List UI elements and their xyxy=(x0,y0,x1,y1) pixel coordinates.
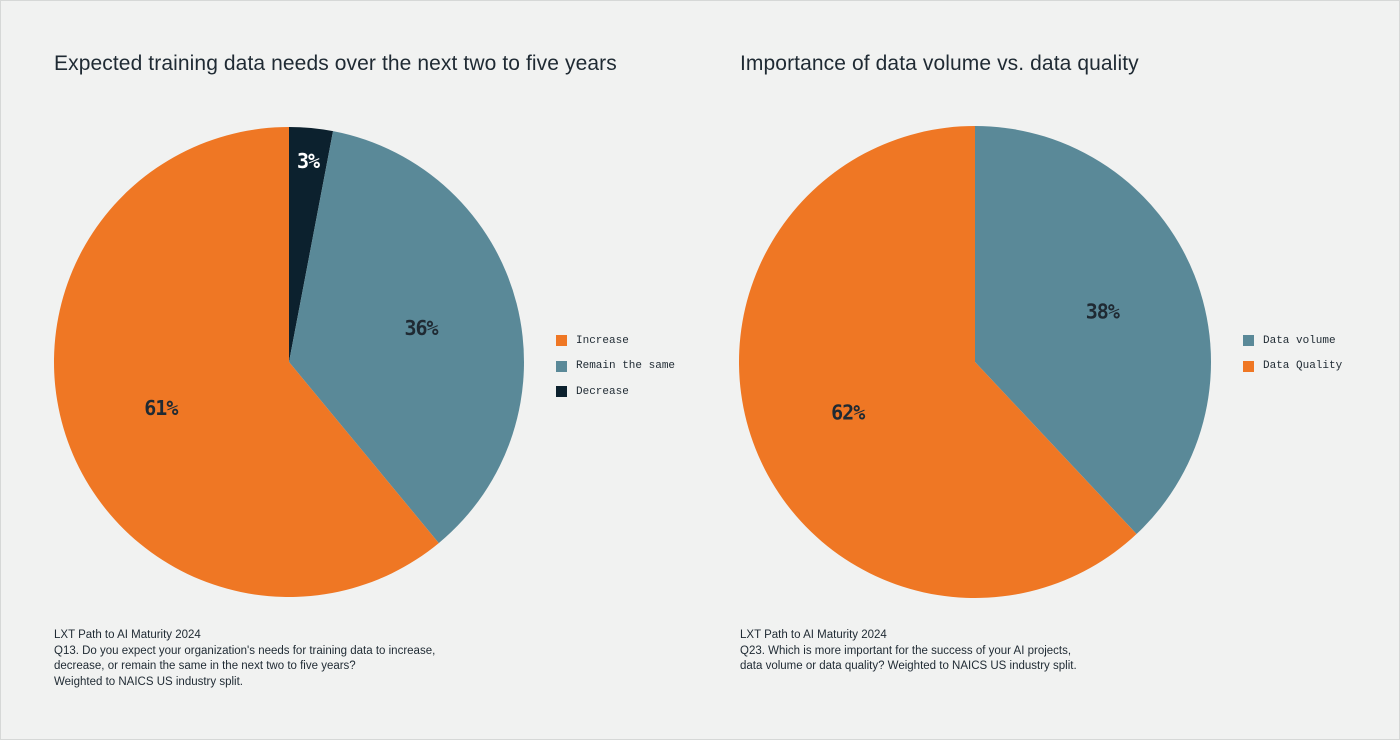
chart-title: Expected training data needs over the ne… xyxy=(54,52,617,75)
legend-label: Data Quality xyxy=(1263,360,1343,373)
slice-data-label: 36% xyxy=(404,316,438,340)
source-note: LXT Path to AI Maturity 2024 Q23. Which … xyxy=(740,628,1077,675)
chart-panel-volume-vs-quality: Importance of data volume vs. data quali… xyxy=(700,0,1400,740)
slice-data-label: 3% xyxy=(297,149,320,173)
legend-swatch xyxy=(556,360,567,372)
source-note: LXT Path to AI Maturity 2024 Q13. Do you… xyxy=(54,628,435,690)
chart-title: Importance of data volume vs. data quali… xyxy=(740,52,1139,75)
legend-label: Increase xyxy=(576,334,629,347)
pie-chart: 38% 62% xyxy=(739,126,1212,599)
source-line: Q23. Which is more important for the suc… xyxy=(740,644,1072,657)
source-line: data volume or data quality? Weighted to… xyxy=(740,660,1077,672)
legend-label: Decrease xyxy=(576,385,629,398)
legend-item-increase: Increase xyxy=(556,328,675,354)
source-line: Weighted to NAICS US industry split. xyxy=(54,675,243,688)
legend-label: Data volume xyxy=(1263,334,1336,347)
pie-slice-data-quality xyxy=(739,126,1137,599)
legend-item-remain-the-same: Remain the same xyxy=(556,354,675,380)
chart-panel-training-data-needs: Expected training data needs over the ne… xyxy=(53,52,675,690)
chart-legend: Data volume Data Quality xyxy=(1243,328,1342,379)
source-line: decrease, or remain the same in the next… xyxy=(54,660,356,672)
legend-item-data-volume: Data volume xyxy=(1243,328,1342,354)
legend-swatch xyxy=(556,386,567,398)
source-line: LXT Path to AI Maturity 2024 xyxy=(740,629,887,641)
legend-swatch xyxy=(556,335,567,347)
slice-data-label: 38% xyxy=(1086,300,1120,324)
legend-label: Remain the same xyxy=(576,360,676,373)
pie-slice-remain-the-same xyxy=(289,131,524,544)
legend-swatch xyxy=(1243,335,1254,347)
slice-data-label: 62% xyxy=(831,400,865,424)
chart-legend: Increase Remain the same Decrease xyxy=(556,328,675,405)
legend-item-data-quality: Data Quality xyxy=(1243,354,1342,380)
pie-chart: 3% 36% 61% xyxy=(53,127,524,597)
pie-slice-decrease xyxy=(289,127,334,362)
source-line: LXT Path to AI Maturity 2024 xyxy=(54,629,201,641)
legend-item-decrease: Decrease xyxy=(556,379,675,405)
pie-slice-increase xyxy=(53,127,439,597)
pie-slice-data-volume xyxy=(975,126,1212,535)
source-line: Q13. Do you expect your organization's n… xyxy=(54,644,436,657)
legend-swatch xyxy=(1243,360,1254,372)
slice-data-label: 61% xyxy=(144,396,178,420)
